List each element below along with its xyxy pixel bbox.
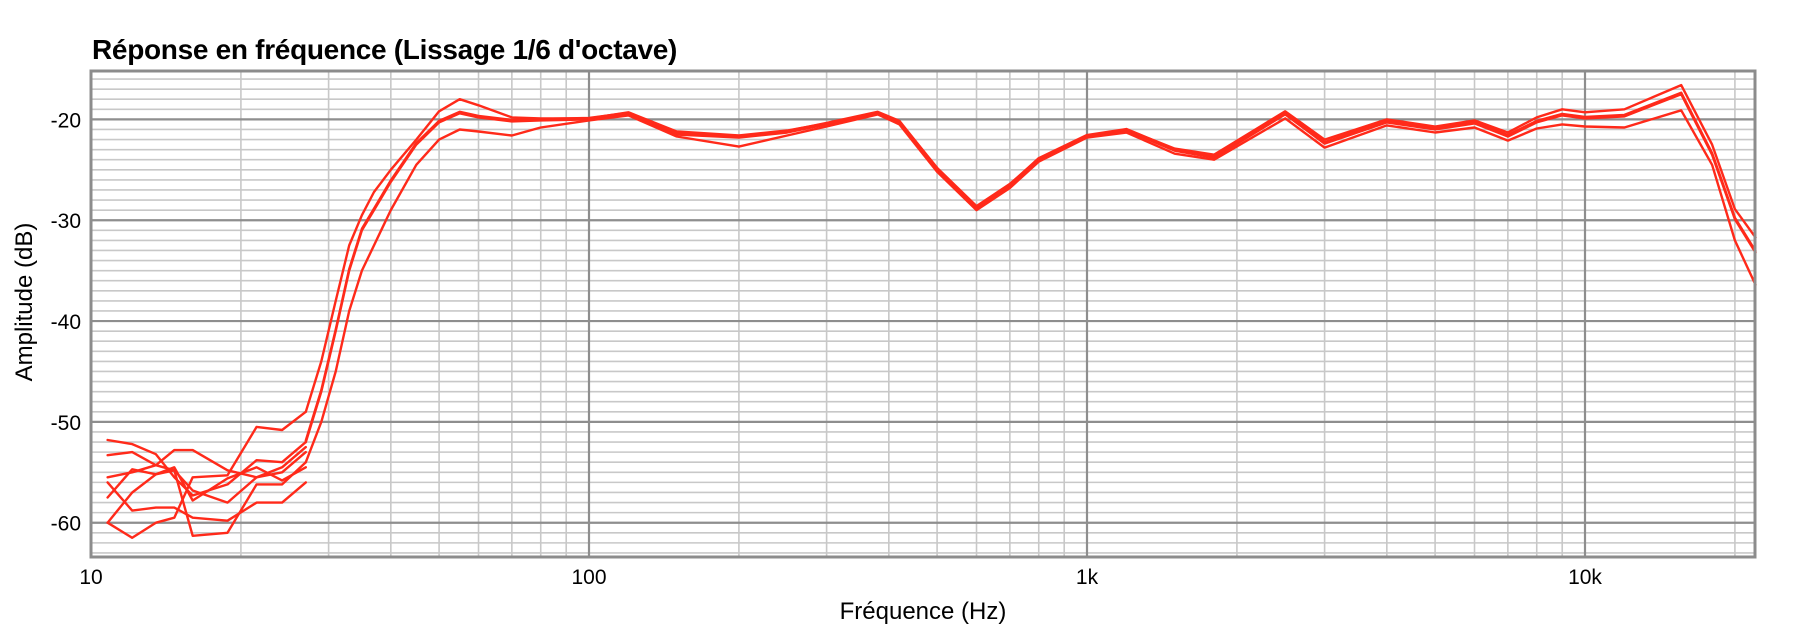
minor-gridlines [91,71,1755,557]
series-line-lf1 [106,438,307,497]
y-tick-labels: -20 -30 -40 -50 -60 [51,109,81,535]
series-line-lf7 [106,461,307,537]
x-tick-label: 10k [1568,566,1602,589]
x-axis-label: Fréquence (Hz) [839,598,1007,625]
series-line-upper [304,83,1757,413]
series-line-lf2 [106,450,307,504]
data-series [106,83,1757,539]
x-tick-label: 100 [571,566,606,589]
y-tick-label: -50 [51,412,81,435]
series-line-middle-b [304,91,1757,442]
y-tick-label: -40 [51,311,81,334]
x-tick-label: 1k [1076,566,1099,589]
y-tick-label: -20 [51,109,81,132]
series-line-lf6 [106,410,307,539]
series-line-lower [304,109,1757,464]
chart-title: Réponse en fréquence (Lissage 1/6 d'octa… [92,34,678,65]
x-tick-labels: 10 100 1k 10k [79,566,1602,589]
y-tick-label: -30 [51,210,81,233]
series-line-lf5 [106,481,307,522]
series-line-middle [304,93,1757,444]
x-tick-label: 10 [79,566,102,589]
series-line-lf4 [106,466,307,502]
plot-frame [89,69,1757,559]
y-tick-label: -60 [51,513,81,536]
